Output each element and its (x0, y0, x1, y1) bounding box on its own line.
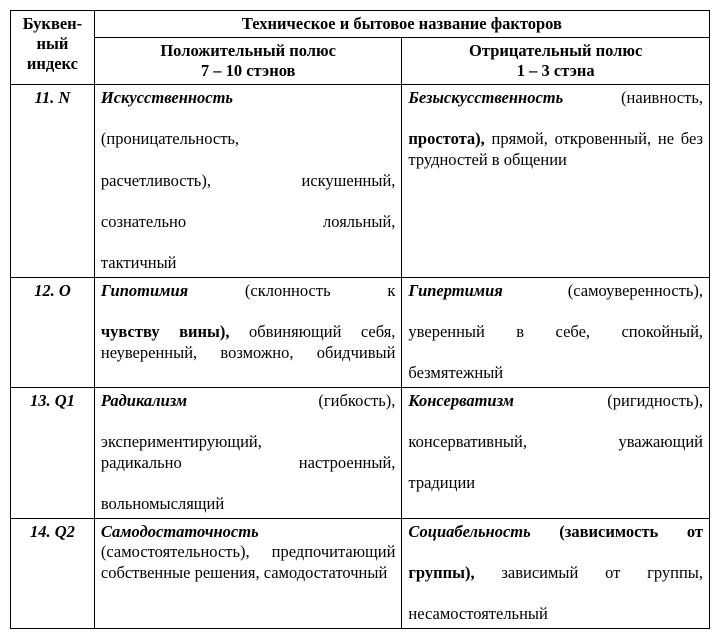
table-row: 14. Q2 Самодостаточность (самостоятельно… (11, 518, 710, 628)
header-row-1: Буквен- ный индекс Техническое и бытовое… (11, 11, 710, 38)
hdr-pos-l2: 7 – 10 стэнов (201, 61, 296, 80)
hdr-neg-l2: 1 – 3 стэна (517, 61, 595, 80)
header-index: Буквен- ный индекс (11, 11, 95, 85)
row-negative: Социабельность (зависимость от группы), … (402, 518, 710, 628)
table-row: 12. O Гипотимия (склонность к чувству ви… (11, 277, 710, 387)
row-positive: Самодостаточность (самостоятельность), п… (94, 518, 402, 628)
row-index: 12. O (11, 277, 95, 387)
header-title: Техническое и бытовое название факторов (94, 11, 709, 38)
row-positive: Радикализм (гибкость), экспериментирующи… (94, 387, 402, 518)
hdr-neg-l1: Отрицательный полюс (469, 41, 642, 60)
row-positive: Искусственность (проницательность, расче… (94, 85, 402, 278)
table-row: 13. Q1 Радикализм (гибкость), эксперимен… (11, 387, 710, 518)
row-positive: Гипотимия (склонность к чувству вины), о… (94, 277, 402, 387)
hdr-pos-l1: Положительный полюс (160, 41, 336, 60)
header-negative: Отрицательный полюс 1 – 3 стэна (402, 38, 710, 85)
table-container: Буквен- ный индекс Техническое и бытовое… (10, 10, 710, 629)
header-row-2: Положительный полюс 7 – 10 стэнов Отрица… (11, 38, 710, 85)
hdr-index-l3: индекс (27, 54, 78, 73)
header-positive: Положительный полюс 7 – 10 стэнов (94, 38, 402, 85)
row-index: 14. Q2 (11, 518, 95, 628)
hdr-index-l2: ный (36, 34, 68, 53)
row-negative: Безыскусственность (наивность, простота)… (402, 85, 710, 278)
hdr-index-l1: Буквен- (23, 14, 83, 33)
table-row: 11. N Искусственность (проницательность,… (11, 85, 710, 278)
row-index: 11. N (11, 85, 95, 278)
factors-table: Буквен- ный индекс Техническое и бытовое… (10, 10, 710, 629)
row-negative: Консерватизм (ригидность), консервативны… (402, 387, 710, 518)
row-index: 13. Q1 (11, 387, 95, 518)
row-negative: Гипертимия (самоуверенность), уверенный … (402, 277, 710, 387)
